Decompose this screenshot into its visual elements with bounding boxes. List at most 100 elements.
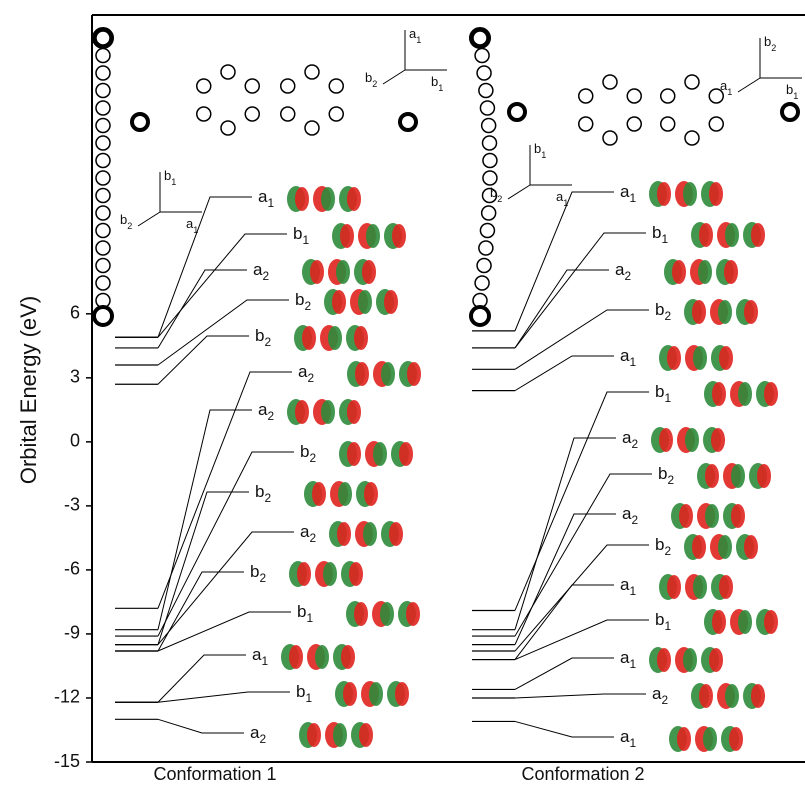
molecule-part (603, 75, 617, 89)
connector (158, 410, 252, 630)
orbital-lobe (323, 562, 337, 586)
orbital-lobe (321, 400, 335, 424)
level-label: a2 (622, 428, 638, 451)
orbital-lobe (340, 224, 354, 248)
connector (158, 300, 289, 365)
connector (158, 655, 246, 702)
level-label: b2 (250, 562, 266, 585)
page: {"chart_data": { "type": "energy-levels"… (0, 0, 805, 789)
molecule-part (477, 259, 491, 273)
orbital-lobe (349, 562, 363, 586)
orbital-lobe (295, 400, 309, 424)
orbital-lobe (332, 290, 346, 314)
level-label: a1 (620, 182, 636, 205)
molecule-part (480, 224, 494, 238)
connector (158, 336, 249, 384)
connector (158, 692, 290, 702)
orbital-lobe (659, 428, 673, 452)
molecule-part (96, 49, 110, 63)
molecule-part (483, 136, 497, 150)
level-label: a1 (258, 187, 274, 210)
level-label: a1 (620, 727, 636, 750)
level-label: b2 (295, 290, 311, 313)
molecule-part (281, 79, 295, 93)
molecule-part (221, 121, 235, 135)
orbital-lobe (364, 482, 378, 506)
orbital-lobe (719, 575, 733, 599)
molecule-part (627, 89, 641, 103)
y-tick-label: -15 (54, 751, 80, 771)
molecule-part (96, 206, 110, 220)
molecule-part (329, 79, 343, 93)
frame-label: b1 (534, 141, 546, 160)
molecule-part (509, 104, 525, 120)
orbital-lobe (392, 224, 406, 248)
level-label: b1 (293, 224, 309, 247)
connector (515, 233, 646, 348)
orbital-lobe (369, 682, 383, 706)
molecule-part (782, 104, 798, 120)
orbital-lobe (744, 300, 758, 324)
connector (515, 721, 614, 737)
connector (515, 694, 646, 698)
orbital-lobe (399, 442, 413, 466)
orbital-lobe (709, 182, 723, 206)
orbital-lobe (328, 326, 342, 350)
level-label: a1 (620, 575, 636, 598)
connector (158, 197, 252, 337)
molecule-part (480, 101, 494, 115)
molecule-part (96, 136, 110, 150)
molecule-part (245, 107, 259, 121)
frame-label: b1 (786, 82, 798, 101)
orbital-lobe (347, 400, 361, 424)
orbital-lobe (692, 300, 706, 324)
molecule-part (305, 121, 319, 135)
orbital-lobe (380, 602, 394, 626)
orbital-lobe (312, 482, 326, 506)
orbital-lobe (384, 290, 398, 314)
molecule-part (281, 107, 295, 121)
orbital-lobe (711, 428, 725, 452)
frame-label: b1 (431, 74, 443, 93)
molecule-part (96, 189, 110, 203)
orbital-lobe (295, 187, 309, 211)
level-label: b2 (255, 482, 271, 505)
y-tick-label: -9 (64, 623, 80, 643)
molecule-part (94, 307, 112, 325)
molecule-part (579, 117, 593, 131)
frame-label: b2 (365, 70, 377, 89)
orbital-lobe (729, 727, 743, 751)
orbital-lobe (685, 428, 699, 452)
level-label: a1 (252, 645, 268, 668)
molecule-part (473, 31, 487, 45)
y-tick-label: -3 (64, 495, 80, 515)
orbital-lobe (321, 187, 335, 211)
orbital-lobe (672, 260, 686, 284)
orbital-lobe (764, 382, 778, 406)
molecule-part (221, 65, 235, 79)
orbital-lobe (712, 610, 726, 634)
molecule-part (96, 241, 110, 255)
orbital-lobe (698, 260, 712, 284)
orbital-lobe (407, 362, 421, 386)
figure: Orbital Energy (eV) Conformation 1 Confo… (0, 0, 805, 789)
molecule-part (603, 131, 617, 145)
molecule-part (132, 114, 148, 130)
orbital-lobe (358, 290, 372, 314)
molecule-part (96, 66, 110, 80)
orbital-lobe (738, 610, 752, 634)
orbital-lobe (731, 464, 745, 488)
orbital-lobe (347, 442, 361, 466)
orbital-lobe (677, 727, 691, 751)
orbital-lobe (699, 223, 713, 247)
orbital-lobe (297, 562, 311, 586)
orbital-lobe (719, 346, 733, 370)
connector (515, 658, 614, 689)
molecule-part (579, 89, 593, 103)
level-label: b2 (655, 535, 671, 558)
orbital-lobe (683, 648, 697, 672)
y-tick-label: -6 (64, 559, 80, 579)
level-label: b2 (255, 326, 271, 349)
level-label: a2 (258, 400, 274, 423)
orbital-lobe (683, 182, 697, 206)
